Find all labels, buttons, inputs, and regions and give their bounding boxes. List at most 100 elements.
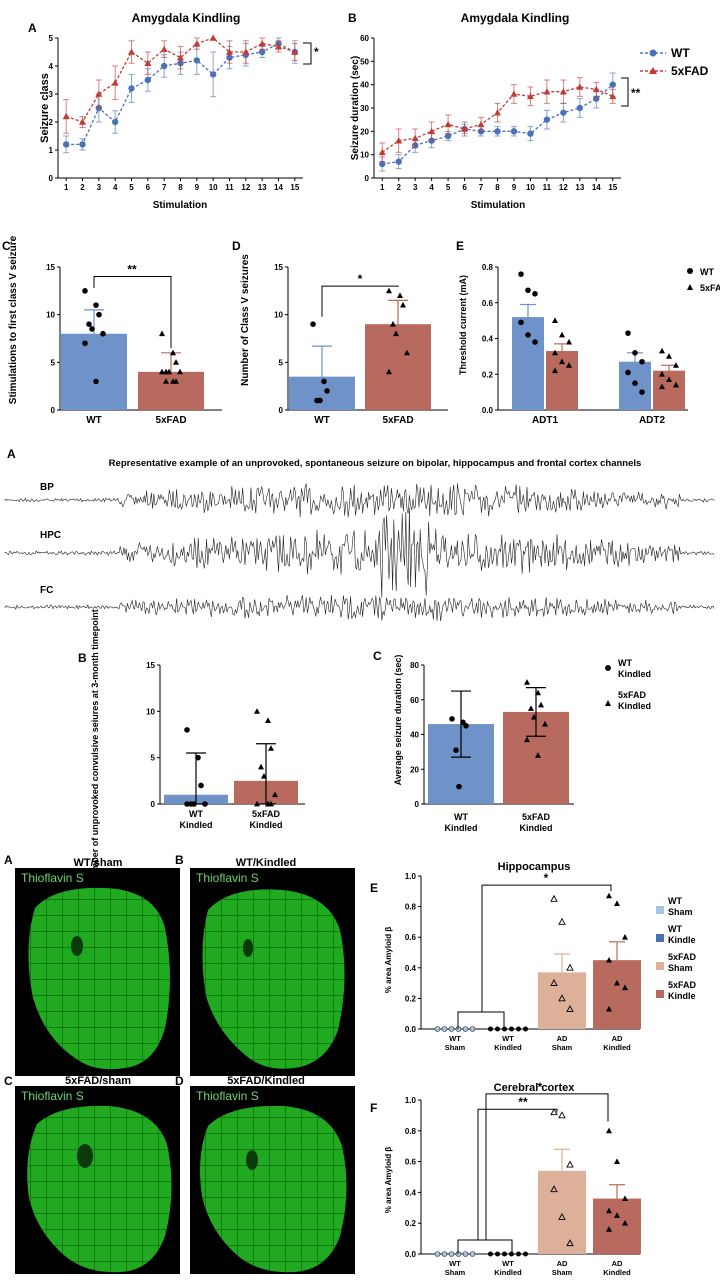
data-point-5xfad bbox=[291, 48, 299, 55]
y-tick-label: 0.4 bbox=[405, 1188, 417, 1197]
data-point bbox=[525, 287, 531, 294]
lesion bbox=[243, 939, 253, 957]
data-point bbox=[434, 1251, 441, 1257]
data-point bbox=[310, 321, 316, 328]
y-tick-label: 5 bbox=[51, 358, 56, 367]
data-point bbox=[528, 705, 534, 711]
tick-line: WT bbox=[454, 812, 468, 822]
x-tick-label: 14 bbox=[592, 183, 601, 192]
data-point-5xfad bbox=[275, 42, 282, 50]
x-tick-label: 15 bbox=[290, 183, 299, 192]
y-tick-label: 0.4 bbox=[482, 335, 494, 344]
y-tick-label: 0 bbox=[415, 800, 420, 809]
significance-bracket bbox=[481, 884, 612, 1012]
data-point-5xfad bbox=[128, 48, 135, 55]
x-tick-label: 5 bbox=[129, 183, 134, 192]
data-point bbox=[606, 1207, 612, 1214]
legend-swatch bbox=[656, 906, 664, 914]
legend-label: 5xFAD Sham bbox=[668, 952, 697, 973]
data-point bbox=[159, 368, 165, 375]
x-tick-label: ADT1 bbox=[532, 415, 559, 426]
data-point bbox=[390, 321, 396, 327]
micrograph-5xfad-sham: Thioflavin S bbox=[15, 1086, 180, 1274]
tick-line: Sham bbox=[552, 1268, 573, 1277]
data-point bbox=[82, 288, 88, 294]
data-point-wt bbox=[576, 104, 584, 112]
tick-line: WT bbox=[502, 1034, 514, 1043]
x-tick-label: WT Sham bbox=[445, 1259, 466, 1277]
micrograph-5xfad-kindled: Thioflavin S bbox=[190, 1086, 355, 1274]
tick-line: Sham bbox=[445, 1043, 466, 1052]
data-point-5xfad bbox=[576, 83, 584, 90]
x-tick-label: WT Kindled bbox=[494, 1259, 522, 1277]
brain-outline bbox=[200, 1105, 347, 1273]
data-point-5xfad bbox=[395, 137, 403, 144]
y-tick-label: 60 bbox=[410, 696, 419, 705]
significance-stars: ** bbox=[518, 1095, 528, 1109]
data-point bbox=[502, 1251, 507, 1257]
y-tick-label: 4 bbox=[49, 62, 54, 71]
legend-swatch bbox=[656, 962, 664, 970]
y-tick-label: 10 bbox=[274, 311, 283, 320]
significance-stars: * bbox=[538, 1080, 543, 1094]
data-point-5xfad bbox=[494, 109, 501, 116]
tick-line: Sham bbox=[445, 1268, 466, 1277]
tick-line: WT bbox=[189, 809, 203, 819]
panel-letter: F bbox=[370, 1101, 377, 1115]
bar-3 bbox=[593, 1198, 641, 1254]
bar-2 bbox=[538, 1170, 586, 1254]
tick-line: WT bbox=[449, 1259, 461, 1268]
data-point bbox=[524, 679, 530, 685]
x-tick-label: 12 bbox=[559, 183, 568, 192]
y-tick-label: 0.8 bbox=[482, 263, 494, 272]
panel-letter: E bbox=[370, 881, 378, 895]
data-point bbox=[258, 763, 264, 770]
data-point bbox=[495, 1026, 500, 1032]
panel-letter: E bbox=[456, 239, 464, 253]
data-point bbox=[535, 752, 541, 758]
panel-letter: B bbox=[78, 651, 87, 665]
data-point bbox=[463, 723, 469, 729]
data-point bbox=[518, 319, 524, 326]
data-point bbox=[614, 979, 620, 986]
data-point bbox=[622, 984, 628, 991]
data-point bbox=[538, 701, 544, 708]
data-point-5xfad bbox=[510, 90, 518, 97]
data-point-5xfad bbox=[461, 125, 469, 132]
x-tick-label: 3 bbox=[413, 183, 418, 192]
y-tick-label: 0.6 bbox=[405, 933, 417, 942]
data-point-wt bbox=[560, 109, 567, 116]
group-bracket bbox=[457, 1239, 513, 1254]
data-point bbox=[386, 368, 392, 375]
y-tick-label: 0.2 bbox=[405, 994, 417, 1003]
bar-wt bbox=[512, 317, 544, 410]
legend-label: WT Kindle bbox=[668, 924, 696, 945]
x-tick-label: 3 bbox=[97, 183, 102, 192]
legend-swatch bbox=[656, 990, 664, 998]
data-point bbox=[558, 917, 566, 925]
data-point bbox=[173, 359, 179, 365]
x-tick-label: AD Sham bbox=[552, 1259, 573, 1277]
data-point bbox=[606, 892, 612, 899]
x-tick-label: 1 bbox=[380, 183, 385, 192]
data-point bbox=[469, 1251, 476, 1257]
data-point bbox=[673, 362, 679, 368]
data-point bbox=[622, 934, 628, 940]
y-tick-label: 0.0 bbox=[405, 1250, 417, 1259]
y-tick-label: 10 bbox=[46, 311, 55, 320]
data-point-wt bbox=[527, 130, 534, 137]
legend-swatch bbox=[656, 934, 664, 942]
data-point bbox=[265, 717, 271, 723]
x-tick-label: 10 bbox=[209, 183, 218, 192]
legend-label-fad: 5xFAD bbox=[671, 64, 709, 78]
data-point bbox=[449, 716, 455, 722]
y-tick-label: 20 bbox=[410, 765, 419, 774]
x-tick-label: WT bbox=[86, 415, 102, 426]
legend-marker-wt bbox=[687, 268, 693, 274]
x-tick-label: 5xFAD bbox=[382, 415, 413, 426]
x-tick-label: 7 bbox=[162, 183, 167, 192]
data-point bbox=[659, 383, 665, 390]
data-point-5xfad bbox=[95, 90, 103, 97]
tick-line: Kindled bbox=[250, 820, 283, 830]
